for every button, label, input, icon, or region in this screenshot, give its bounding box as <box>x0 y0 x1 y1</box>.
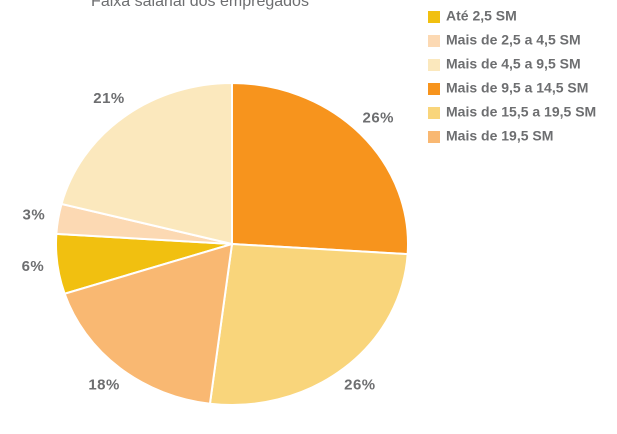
legend-swatch <box>428 131 440 143</box>
legend-label: Até 2,5 SM <box>446 8 517 24</box>
legend-label: Mais de 2,5 a 4,5 SM <box>446 32 581 48</box>
data-label: 18% <box>88 376 120 393</box>
pie-slice <box>231 81 409 256</box>
data-label: 26% <box>362 109 394 126</box>
legend-swatch <box>428 107 440 119</box>
data-label: 6% <box>22 258 45 275</box>
legend-swatch <box>428 59 440 71</box>
pie-slice <box>208 242 409 406</box>
pie-slice <box>60 81 233 246</box>
legend-label: Mais de 4,5 a 9,5 SM <box>446 56 581 72</box>
chart-title: Faixa salarial dos empregados <box>91 0 309 10</box>
legend-swatch <box>428 35 440 47</box>
data-label: 3% <box>22 206 45 223</box>
legend-label: Mais de 9,5 a 14,5 SM <box>446 80 588 96</box>
data-label: 21% <box>93 90 125 107</box>
pie-slice <box>63 242 234 405</box>
legend-label: Mais de 19,5 SM <box>446 128 553 144</box>
legend-label: Mais de 15,5 a 19,5 SM <box>446 104 596 120</box>
legend-swatch <box>428 83 440 95</box>
data-label: 26% <box>344 376 376 393</box>
legend-swatch <box>428 11 440 23</box>
